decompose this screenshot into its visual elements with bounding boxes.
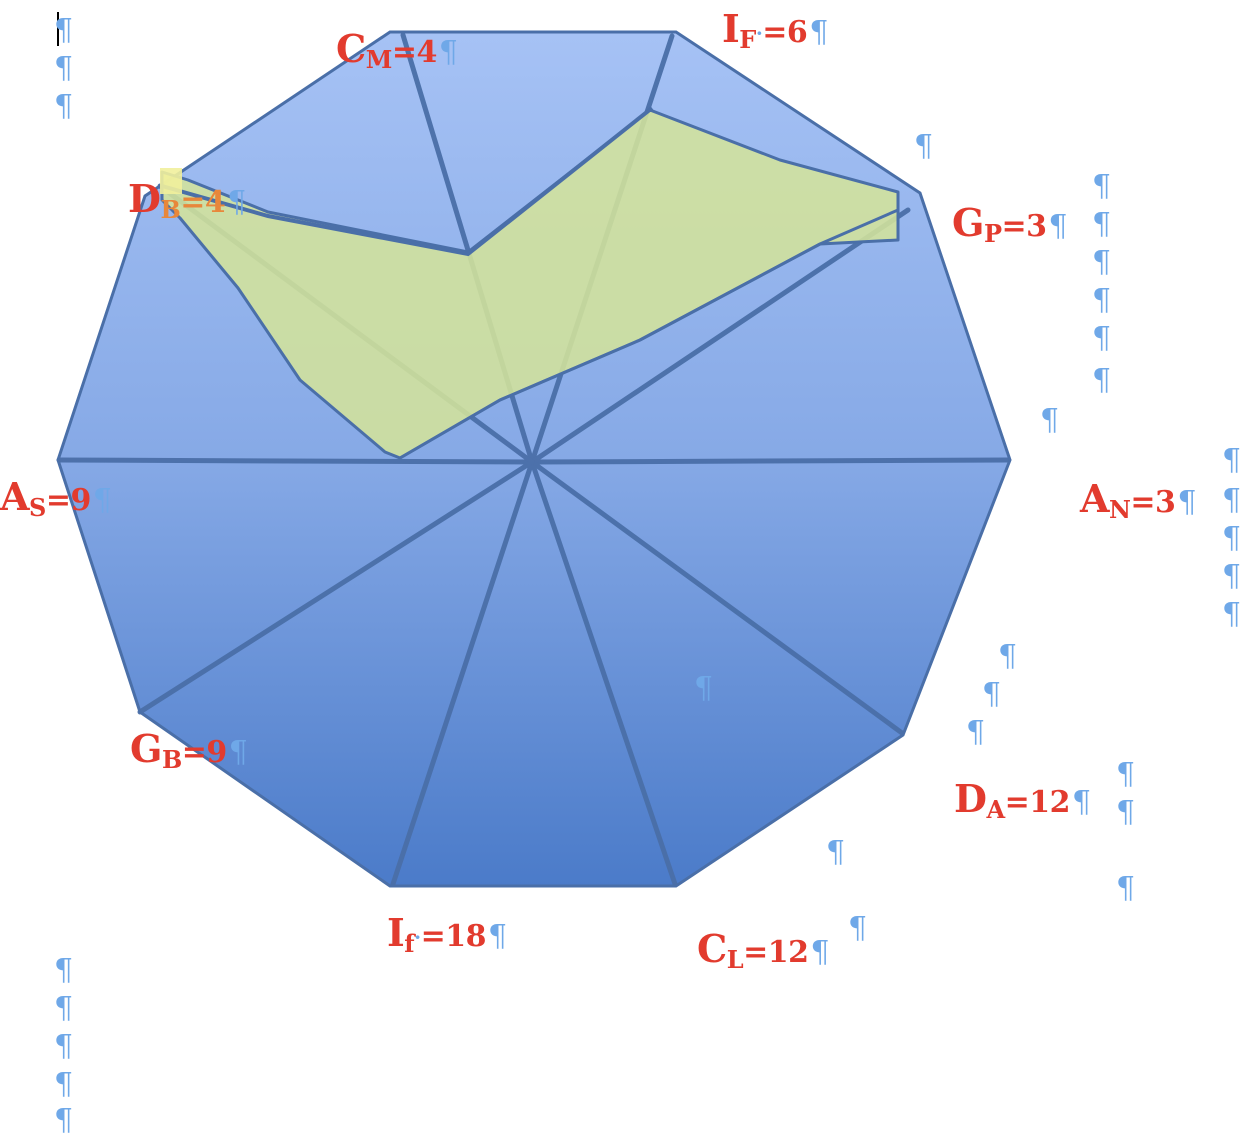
spoke-an [529,457,1011,465]
pilcrow-mark: ¶ [54,1029,74,1064]
pilcrow-mark: ¶ [54,991,74,1026]
pilcrow-mark: ¶ [54,51,74,86]
pilcrow-mark: ¶ [966,715,986,750]
pilcrow-mark: ¶ [914,129,934,164]
pilcrow-mark: ¶ [1222,443,1241,478]
label-da: DA=12¶ [954,776,1091,824]
pilcrow-mark: ¶ [826,835,846,870]
pilcrow-mark: ¶ [1222,521,1241,556]
pilcrow-mark: ¶ [1092,283,1112,318]
spoke-da [529,459,905,736]
pilcrow-mark: ¶ [1116,795,1136,830]
pilcrow-mark: ¶ [982,677,1002,712]
pilcrow-mark: ¶ [1222,483,1241,518]
label-gp: GP=3¶ [952,200,1068,248]
label-db: DB=4¶ [128,176,246,224]
label-if-top: IF·=6¶ [722,6,828,54]
pilcrow-mark: ¶ [1222,559,1241,594]
spoke-gb [137,459,535,715]
pilcrow-mark: ¶ [1092,245,1112,280]
highlight-corner [160,168,182,194]
label-as: AS=9¶ [0,474,112,522]
pilcrow-mark: ¶ [1092,363,1112,398]
spoke-gp [529,207,911,465]
pilcrow-mark: ¶ [998,639,1018,674]
pilcrow-mark: ¶ [54,1067,74,1102]
spoke-cl [529,459,678,887]
highlight-shadow-edge [161,106,654,257]
pilcrow-mark: ¶ [1116,871,1136,906]
pilcrow-mark: ¶ [1092,321,1112,356]
spoke-if-bottom [390,459,535,887]
spoke-as [56,457,535,465]
pilcrow-mark: ¶ [54,1103,74,1138]
pilcrow-mark: ¶ [1092,169,1112,204]
text-cursor [57,12,59,46]
pilcrow-mark: ¶ [54,953,74,988]
pilcrow-mark: ¶ [1116,757,1136,792]
pilcrow-mark: ¶ [1222,597,1241,632]
label-if-bottom: If·=18¶ [387,910,507,958]
pilcrow-mark: ¶ [1040,403,1060,438]
label-cm: CM=4¶ [336,26,458,74]
pilcrow-mark: ¶ [848,911,868,946]
highlight-shadow-edge-right [399,208,899,460]
pilcrow-mark: ¶ [54,89,74,124]
label-an: AN=3¶ [1080,476,1197,524]
label-gb: GB=9¶ [130,726,248,774]
pilcrow-mark: ¶ [54,13,74,48]
label-cl: CL=12¶ [697,926,830,974]
pilcrow-mark: ¶ [1092,207,1112,242]
pilcrow-mark: ¶ [694,671,714,706]
